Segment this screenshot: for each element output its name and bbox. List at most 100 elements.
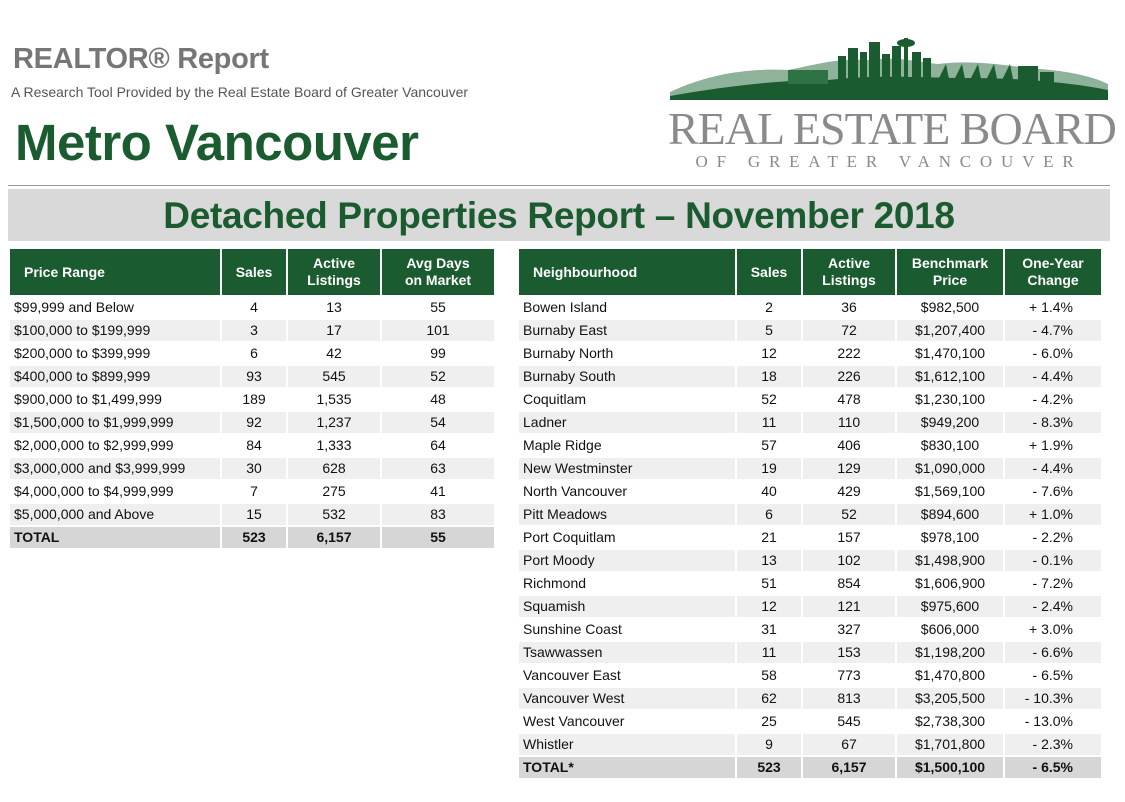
table-cell: - 2.3% xyxy=(1005,734,1101,757)
table-row: $1,500,000 to $1,999,999 92 1,237 54 xyxy=(10,412,494,435)
column-header-active-listings: Active Listings xyxy=(803,249,895,297)
table-cell: 72 xyxy=(803,320,895,343)
table-cell: 36 xyxy=(803,297,895,320)
table-header-row: Price Range Sales Active Listings Avg Day… xyxy=(10,249,494,297)
table-header-row: Neighbourhood Sales Active Listings Bench… xyxy=(519,249,1101,297)
table-cell: $3,205,500 xyxy=(897,688,1003,711)
table-cell: + 1.0% xyxy=(1005,504,1101,527)
table-cell: 58 xyxy=(737,665,801,688)
table-cell: 57 xyxy=(737,435,801,458)
table-cell: 6,157 xyxy=(803,757,895,780)
table-cell: TOTAL xyxy=(10,527,220,550)
table-cell: 545 xyxy=(803,711,895,734)
table-cell: 3 xyxy=(222,320,286,343)
table-cell: 31 xyxy=(737,619,801,642)
table-cell: 854 xyxy=(803,573,895,596)
table-row: New Westminster 19 129 $1,090,000- 4.4% xyxy=(519,458,1101,481)
table-row: Vancouver East 58 773 $1,470,800- 6.5% xyxy=(519,665,1101,688)
table-cell: $830,100 xyxy=(897,435,1003,458)
table-cell: 83 xyxy=(382,504,494,527)
table-row: Tsawwassen 11 153 $1,198,200- 6.6% xyxy=(519,642,1101,665)
table-cell: $3,000,000 and $3,999,999 xyxy=(10,458,220,481)
region-title: Metro Vancouver xyxy=(15,114,419,171)
table-row: Burnaby North 12 222 $1,470,100- 6.0% xyxy=(519,343,1101,366)
table-cell: 30 xyxy=(222,458,286,481)
table-cell: 11 xyxy=(737,412,801,435)
table-cell: 52 xyxy=(803,504,895,527)
table-row: Maple Ridge 57 406 $830,100 + 1.9% xyxy=(519,435,1101,458)
table-cell: $949,200 xyxy=(897,412,1003,435)
column-header-avg-days: Avg Days on Market xyxy=(382,249,494,297)
table-cell: Squamish xyxy=(519,596,735,619)
table-cell: $400,000 to $899,999 xyxy=(10,366,220,389)
table-row: Ladner 11 110 $949,200- 8.3% xyxy=(519,412,1101,435)
table-cell: - 0.1% xyxy=(1005,550,1101,573)
table-row: Port Coquitlam 21 157 $978,100- 2.2% xyxy=(519,527,1101,550)
table-cell: $978,100 xyxy=(897,527,1003,550)
table-cell: Sunshine Coast xyxy=(519,619,735,642)
table-cell: $1,498,900 xyxy=(897,550,1003,573)
table-cell: 226 xyxy=(803,366,895,389)
table-cell: 545 xyxy=(288,366,380,389)
table-cell: $1,207,400 xyxy=(897,320,1003,343)
table-row: $99,999 and Below 4 13 55 xyxy=(10,297,494,320)
table-cell: $900,000 to $1,499,999 xyxy=(10,389,220,412)
table-cell: 275 xyxy=(288,481,380,504)
table-cell: $2,000,000 to $2,999,999 xyxy=(10,435,220,458)
table-cell: $1,198,200 xyxy=(897,642,1003,665)
table-row: Whistler 9 67 $1,701,800- 2.3% xyxy=(519,734,1101,757)
table-row: $2,000,000 to $2,999,999 84 1,333 64 xyxy=(10,435,494,458)
table-row: Burnaby South 18 226 $1,612,100- 4.4% xyxy=(519,366,1101,389)
table-cell: - 4.4% xyxy=(1005,366,1101,389)
table-cell: $1,606,900 xyxy=(897,573,1003,596)
table-cell: $1,090,000 xyxy=(897,458,1003,481)
table-cell: 813 xyxy=(803,688,895,711)
table-cell: North Vancouver xyxy=(519,481,735,504)
table-cell: 102 xyxy=(803,550,895,573)
column-header-active-listings: Active Listings xyxy=(288,249,380,297)
table-cell: 1,237 xyxy=(288,412,380,435)
table-cell: 92 xyxy=(222,412,286,435)
table-cell: 67 xyxy=(803,734,895,757)
table-cell: 63 xyxy=(382,458,494,481)
column-header-sales: Sales xyxy=(737,249,801,297)
table-cell: Burnaby East xyxy=(519,320,735,343)
table-cell: Port Coquitlam xyxy=(519,527,735,550)
table-cell: $1,470,100 xyxy=(897,343,1003,366)
table-cell: $1,470,800 xyxy=(897,665,1003,688)
header-divider xyxy=(8,185,1110,186)
table-cell: Burnaby South xyxy=(519,366,735,389)
table-cell: 9 xyxy=(737,734,801,757)
table-cell: + 1.9% xyxy=(1005,435,1101,458)
table-cell: Bowen Island xyxy=(519,297,735,320)
table-row: North Vancouver 40 429 $1,569,100- 7.6% xyxy=(519,481,1101,504)
table-cell: - 6.5% xyxy=(1005,757,1101,780)
column-header-neighbourhood: Neighbourhood xyxy=(519,249,735,297)
table-cell: 429 xyxy=(803,481,895,504)
table-cell: Maple Ridge xyxy=(519,435,735,458)
table-cell: - 6.6% xyxy=(1005,642,1101,665)
table-cell: 54 xyxy=(382,412,494,435)
table-cell: $894,600 xyxy=(897,504,1003,527)
table-cell: 18 xyxy=(737,366,801,389)
table-cell: 327 xyxy=(803,619,895,642)
table-row: West Vancouver 25 545 $2,738,300- 13.0% xyxy=(519,711,1101,734)
table-cell: - 4.2% xyxy=(1005,389,1101,412)
table-cell: 13 xyxy=(288,297,380,320)
table-cell: - 6.5% xyxy=(1005,665,1101,688)
table-cell: + 3.0% xyxy=(1005,619,1101,642)
table-cell: 7 xyxy=(222,481,286,504)
table-cell: 12 xyxy=(737,596,801,619)
logo-name: REAL ESTATE BOARD xyxy=(668,103,1117,154)
table-cell: 93 xyxy=(222,366,286,389)
table-row: Burnaby East 5 72 $1,207,400- 4.7% xyxy=(519,320,1101,343)
table-total-row: TOTAL 523 6,157 55 xyxy=(10,527,494,550)
table-cell: 19 xyxy=(737,458,801,481)
table-cell: 1,535 xyxy=(288,389,380,412)
table-cell: New Westminster xyxy=(519,458,735,481)
table-cell: - 10.3% xyxy=(1005,688,1101,711)
table-cell: 189 xyxy=(222,389,286,412)
table-cell: 48 xyxy=(382,389,494,412)
table-cell: $1,500,000 to $1,999,999 xyxy=(10,412,220,435)
table-cell: 62 xyxy=(737,688,801,711)
